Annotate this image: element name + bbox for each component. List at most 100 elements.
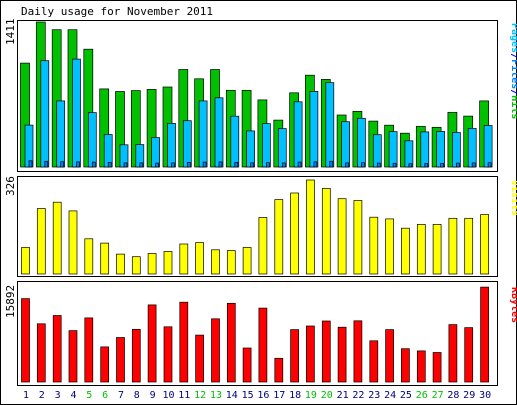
kbytes-bar — [131, 328, 141, 383]
files-bar — [420, 131, 430, 168]
kbytes-bar — [306, 325, 315, 383]
day-label: 3 — [55, 390, 61, 401]
kbytes-bars — [21, 286, 489, 383]
kbytes-bar — [84, 317, 94, 383]
day-label: 17 — [273, 390, 285, 401]
visits-bar — [480, 214, 489, 275]
visits-side-legend: Visits — [509, 180, 517, 216]
day-label: 6 — [102, 390, 108, 401]
kbytes-bar — [401, 348, 410, 383]
side-legend-part: / — [509, 53, 517, 59]
pages-bar — [186, 162, 191, 168]
files-bar — [341, 121, 350, 168]
files-bar — [277, 128, 287, 168]
kbytes-bar — [337, 326, 347, 383]
files-bar — [467, 128, 477, 168]
pages-bar — [171, 162, 175, 168]
files-bar — [357, 117, 366, 168]
files-bar — [214, 97, 224, 168]
kbytes-max-label: 15892 — [4, 285, 17, 318]
visits-bar — [290, 192, 299, 275]
day-label: 12 — [194, 390, 206, 401]
visits-bar — [131, 256, 141, 275]
kbytes-bar — [242, 347, 252, 383]
day-label: 23 — [368, 390, 380, 401]
day-label: 24 — [384, 390, 396, 401]
visits-bar — [385, 218, 394, 275]
pages-bar — [107, 162, 112, 168]
day-label: 29 — [463, 390, 475, 401]
kbytes-side-legend: KBytes — [509, 287, 517, 323]
day-label: 2 — [39, 390, 45, 401]
files-bar — [198, 100, 208, 168]
hits-bars — [20, 21, 493, 168]
day-label: 26 — [416, 390, 428, 401]
files-bar — [372, 134, 382, 168]
pages-bar — [44, 160, 49, 168]
pages-bar — [76, 161, 80, 168]
side-legend-part: Pages — [509, 23, 517, 53]
visits-bar — [52, 201, 62, 275]
files-bar — [56, 100, 66, 168]
pages-bar — [60, 161, 65, 168]
visits-bar — [226, 250, 236, 275]
visits-bar — [321, 188, 331, 275]
kbytes-bar — [179, 301, 189, 383]
visits-bar — [36, 208, 46, 275]
visits-bar — [274, 199, 284, 275]
kbytes-bar — [448, 324, 458, 383]
kbytes-bar — [52, 315, 62, 383]
visits-bar — [464, 217, 474, 275]
kbytes-bar — [353, 320, 363, 383]
pages-bar — [456, 162, 460, 168]
files-bar — [452, 132, 461, 168]
day-label: 10 — [162, 390, 174, 401]
side-legend-part: Visits — [509, 180, 517, 216]
day-label: 11 — [178, 390, 190, 401]
visits-bar — [401, 227, 410, 275]
chart-title: Daily usage for November 2011 — [21, 5, 213, 18]
pages-bar — [281, 162, 286, 168]
kbytes-bar — [432, 352, 442, 383]
kbytes-bar — [321, 320, 331, 383]
kbytes-bar — [147, 304, 157, 383]
day-label: 9 — [150, 390, 156, 401]
files-bar — [325, 82, 335, 168]
visits-bar — [68, 210, 78, 275]
day-label: 18 — [289, 390, 301, 401]
pages-bar — [123, 162, 128, 168]
day-label: 22 — [352, 390, 364, 401]
kbytes-bar — [480, 286, 489, 383]
visits-bar — [337, 198, 347, 275]
kbytes-bar — [36, 323, 46, 383]
files-bar — [182, 120, 192, 168]
day-label: 16 — [257, 390, 269, 401]
kbytes-bar — [21, 298, 30, 383]
hits-max-label: 1411 — [4, 19, 17, 46]
day-label: 30 — [479, 390, 491, 401]
visits-bar — [448, 217, 458, 275]
files-bar — [246, 130, 255, 168]
pages-bar — [297, 161, 302, 168]
pages-bar — [234, 162, 239, 168]
day-label: 28 — [447, 390, 459, 401]
visits-bar — [163, 251, 173, 275]
visits-bar — [211, 249, 220, 275]
day-label: 4 — [70, 390, 76, 401]
day-label: 25 — [400, 390, 412, 401]
kbytes-bar — [385, 329, 394, 383]
day-label: 15 — [242, 390, 254, 401]
pages-bar — [376, 162, 381, 168]
day-label: 13 — [210, 390, 222, 401]
kbytes-bar — [416, 350, 426, 383]
files-bar — [436, 131, 445, 168]
day-label: 5 — [86, 390, 92, 401]
visits-bar — [353, 200, 363, 275]
files-bar — [87, 112, 97, 168]
day-label: 27 — [432, 390, 444, 401]
pages-bar — [408, 163, 413, 168]
day-label: 14 — [226, 390, 238, 401]
visits-bar — [306, 179, 315, 275]
pages-bar — [91, 161, 96, 168]
pages-bar — [202, 161, 207, 168]
